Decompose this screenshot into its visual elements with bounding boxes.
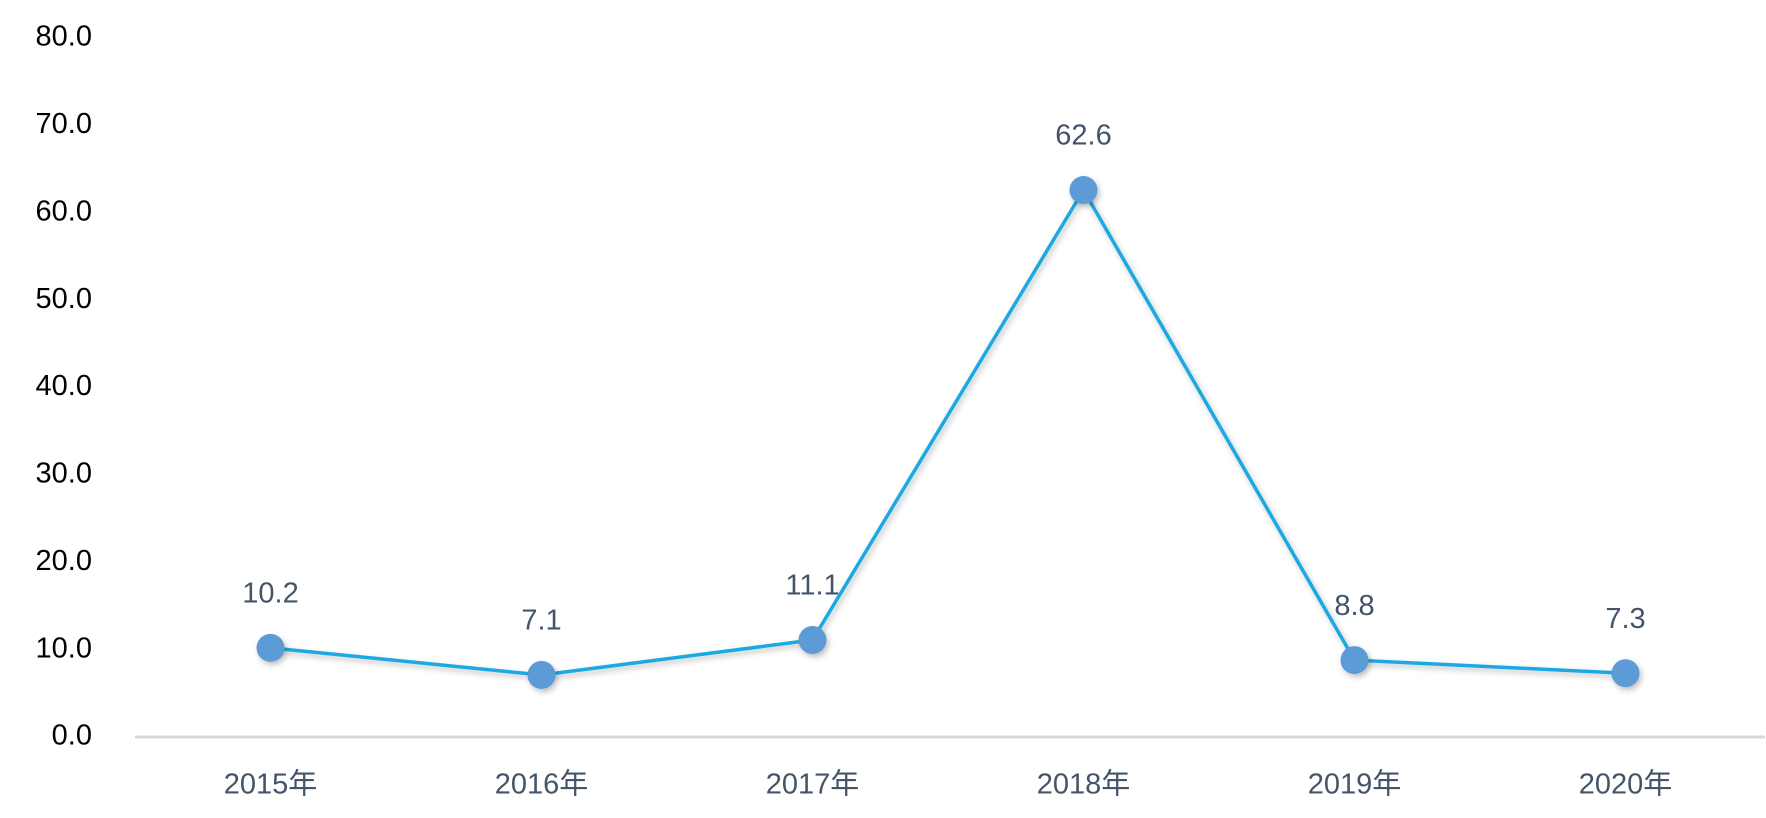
x-tick-label: 2016年 [495,768,589,801]
y-tick-label: 20.0 [36,545,92,577]
y-tick-label: 50.0 [36,283,92,315]
marker [527,660,556,689]
x-tick-label: 2017年 [766,768,860,801]
y-tick-label: 10.0 [36,632,92,664]
data-label: 7.1 [521,605,561,637]
x-tick-label: 2015年 [224,768,318,801]
marker [1069,176,1098,205]
x-tick-label: 2018年 [1037,768,1131,801]
y-tick-label: 0.0 [52,720,92,752]
y-tick-label: 40.0 [36,370,92,402]
y-tick-label: 70.0 [36,108,92,140]
marker [1611,659,1640,688]
y-tick-label: 30.0 [36,458,92,490]
data-label: 11.1 [785,570,839,602]
marker [798,626,827,655]
x-tick-label: 2019年 [1308,768,1402,801]
marker [1340,646,1369,675]
marker [256,633,285,662]
y-tick-label: 80.0 [36,21,92,53]
data-label: 62.6 [1055,120,1111,152]
x-tick-label: 2020年 [1579,768,1673,801]
data-label: 7.3 [1605,603,1645,635]
data-label: 10.2 [242,578,298,610]
data-label: 8.8 [1334,590,1374,622]
y-tick-label: 60.0 [36,195,92,227]
line [270,186,1626,677]
